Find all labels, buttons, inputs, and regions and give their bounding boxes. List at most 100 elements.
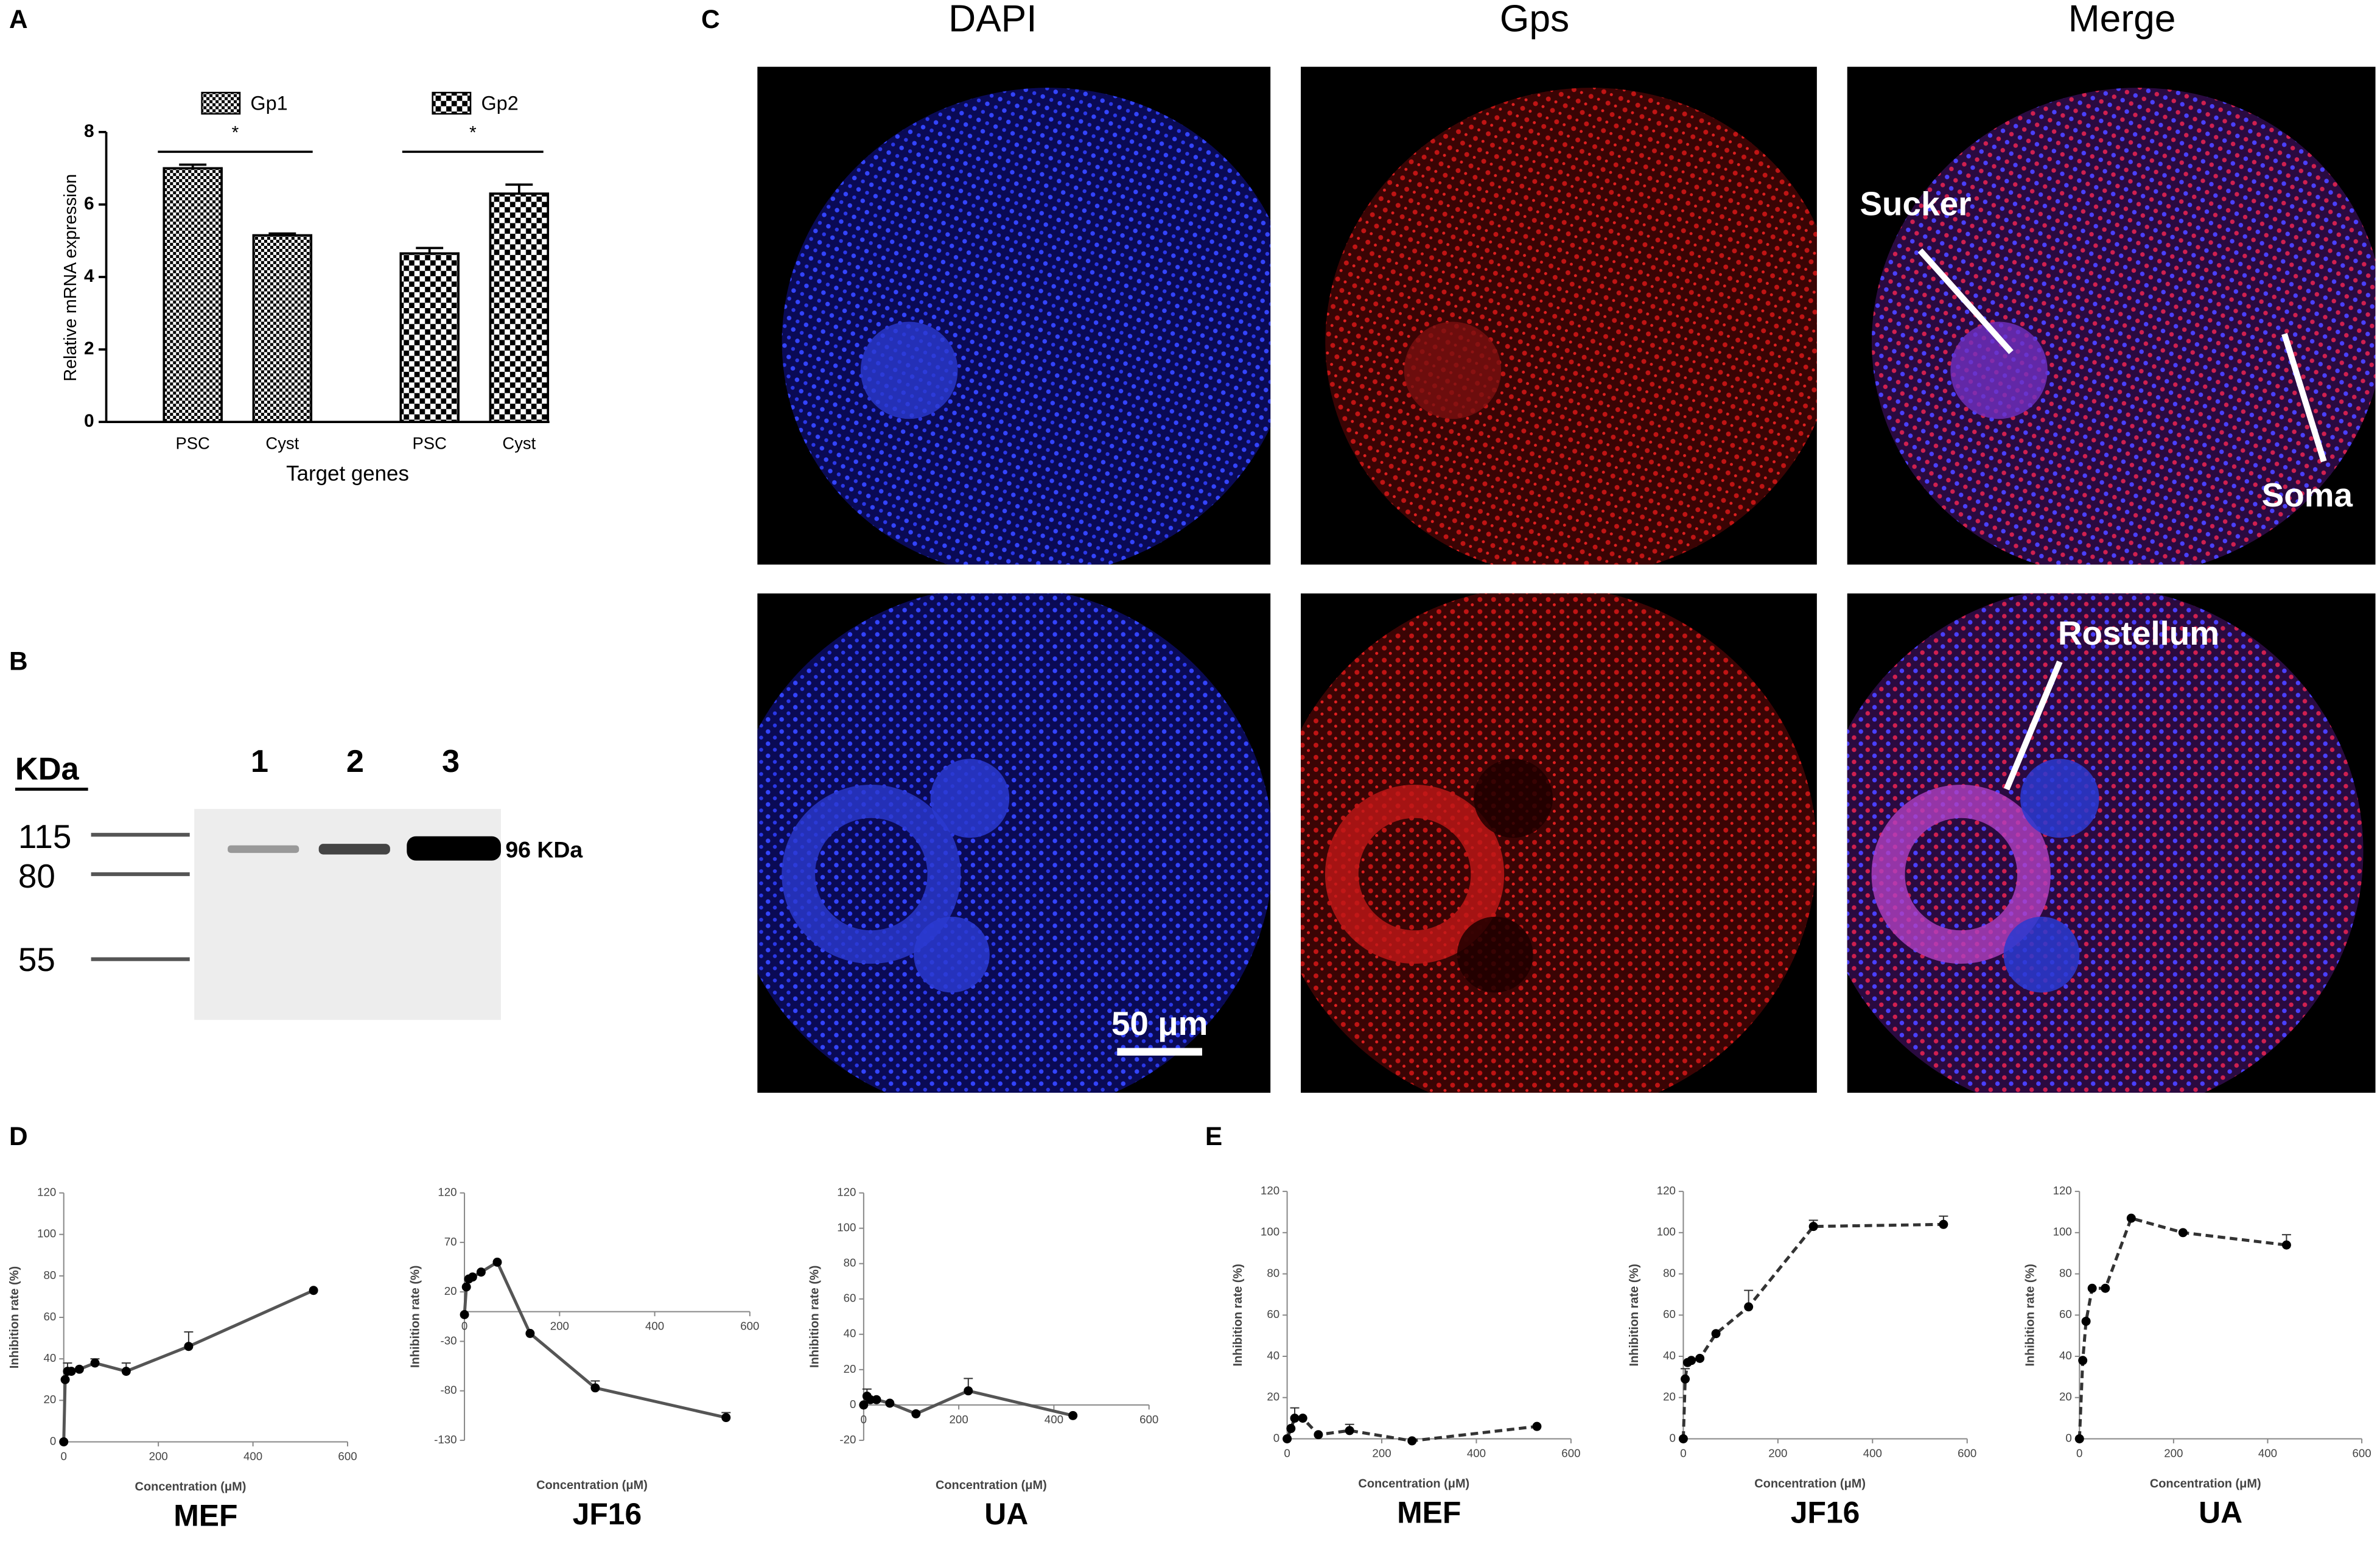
y-tick-label: -20 <box>839 1433 856 1446</box>
y-tick-label: 2 <box>84 338 94 359</box>
data-point <box>1681 1374 1690 1384</box>
data-point <box>460 1310 469 1320</box>
y-axis-label: Inhibition rate (%) <box>2024 1264 2037 1366</box>
panel-label: E <box>1205 1122 1222 1151</box>
y-tick-label: 120 <box>1657 1184 1676 1197</box>
data-point <box>461 1282 471 1292</box>
data-point <box>66 1367 76 1376</box>
panel-label: D <box>9 1122 28 1151</box>
x-axis-label: Concentration (μM) <box>936 1479 1047 1492</box>
x-axis-label: Concentration (μM) <box>135 1481 247 1494</box>
column-title: Gps <box>1500 0 1569 40</box>
band <box>407 836 501 861</box>
band <box>318 844 390 855</box>
rostellum <box>782 784 961 964</box>
column-title: DAPI <box>948 0 1037 40</box>
x-tick-label: Cyst <box>502 434 536 453</box>
x-tick-label: 200 <box>149 1449 168 1462</box>
tissue <box>1847 593 2364 1093</box>
tissue <box>757 593 1271 1093</box>
bar <box>399 252 460 423</box>
specimen <box>1847 593 2364 1093</box>
y-tick-label: 40 <box>43 1351 56 1364</box>
chart-title: MEF <box>1397 1495 1461 1529</box>
y-tick-label: 80 <box>2059 1266 2072 1279</box>
sucker <box>1457 916 1533 993</box>
sucker <box>1474 759 1553 838</box>
y-tick-label: 20 <box>1663 1390 1676 1403</box>
x-tick-label: 0 <box>2076 1446 2082 1459</box>
y-tick-label: 20 <box>43 1393 56 1406</box>
x-tick-label: 600 <box>338 1449 357 1462</box>
x-tick-label: 0 <box>61 1449 67 1462</box>
data-point <box>2281 1240 2291 1250</box>
x-tick-label: 0 <box>461 1320 467 1333</box>
y-axis-label: Inhibition rate (%) <box>1628 1264 1641 1366</box>
sucker <box>914 916 990 993</box>
panel-label: C <box>701 5 720 33</box>
band <box>228 845 299 853</box>
panel-label: B <box>9 647 28 676</box>
specimen <box>1325 88 1817 565</box>
x-tick-label: 200 <box>950 1413 968 1426</box>
x-tick-label: 600 <box>740 1320 759 1333</box>
y-tick-label: 80 <box>844 1256 856 1269</box>
data-point <box>74 1364 84 1374</box>
data-point <box>1345 1426 1354 1435</box>
specimen <box>757 593 1271 1093</box>
data-point <box>60 1375 70 1384</box>
data-point <box>184 1342 194 1351</box>
data-point <box>1283 1434 1292 1443</box>
y-tick-label: 80 <box>1267 1266 1279 1279</box>
chart-title: JF16 <box>1791 1495 1860 1529</box>
y-tick-label: 0 <box>1273 1431 1279 1444</box>
data-point <box>1744 1302 1754 1312</box>
data-line <box>2077 1216 2287 1439</box>
significance-label: * <box>469 122 477 142</box>
bar <box>163 167 223 423</box>
y-tick-label: 0 <box>84 411 94 431</box>
x-tick-label: 400 <box>1467 1446 1486 1459</box>
y-tick-label: 40 <box>844 1327 856 1340</box>
data-point <box>859 1400 869 1410</box>
y-axis-label: Inhibition rate (%) <box>8 1266 21 1369</box>
chart-title: MEF <box>173 1498 237 1532</box>
y-tick-label: 120 <box>1261 1184 1279 1197</box>
y-tick-label: 120 <box>37 1186 56 1199</box>
data-point <box>2081 1316 2091 1326</box>
y-tick-label: 120 <box>2053 1184 2072 1197</box>
y-tick-label: 60 <box>1267 1308 1279 1320</box>
y-axis-label: Relative mRNA expression <box>61 174 80 382</box>
data-point <box>1298 1414 1307 1423</box>
x-tick-label: Cyst <box>265 434 299 453</box>
data-point <box>1286 1424 1296 1434</box>
data-point <box>525 1328 535 1338</box>
data-point <box>1695 1353 1705 1363</box>
x-tick-label: 0 <box>1284 1446 1290 1459</box>
band-label: 96 KDa <box>505 837 583 863</box>
tissue <box>1871 88 2376 565</box>
y-tick-label: 40 <box>1267 1349 1279 1362</box>
x-axis-label: Concentration (μM) <box>1754 1477 1866 1491</box>
marker-label: 80 <box>18 857 55 895</box>
y-axis-label: Inhibition rate (%) <box>1231 1264 1245 1366</box>
data-line <box>62 1289 315 1442</box>
data-point <box>1407 1436 1417 1446</box>
y-tick-label: 8 <box>84 121 94 141</box>
y-tick-label: -30 <box>441 1334 457 1347</box>
y-tick-label: 100 <box>37 1227 56 1240</box>
data-point <box>885 1398 895 1408</box>
data-point <box>59 1437 69 1446</box>
data-point <box>1687 1356 1696 1365</box>
marker-label: 115 <box>18 818 71 855</box>
annotation: Sucker <box>1860 185 1971 223</box>
tissue <box>1301 593 1817 1093</box>
data-point <box>2101 1283 2110 1293</box>
y-tick-label: -130 <box>434 1433 457 1446</box>
bar <box>252 234 313 423</box>
x-axis-label: Concentration (μM) <box>2150 1477 2261 1491</box>
y-tick-label: 60 <box>844 1292 856 1305</box>
data-point <box>90 1358 100 1368</box>
data-point <box>1068 1411 1078 1420</box>
